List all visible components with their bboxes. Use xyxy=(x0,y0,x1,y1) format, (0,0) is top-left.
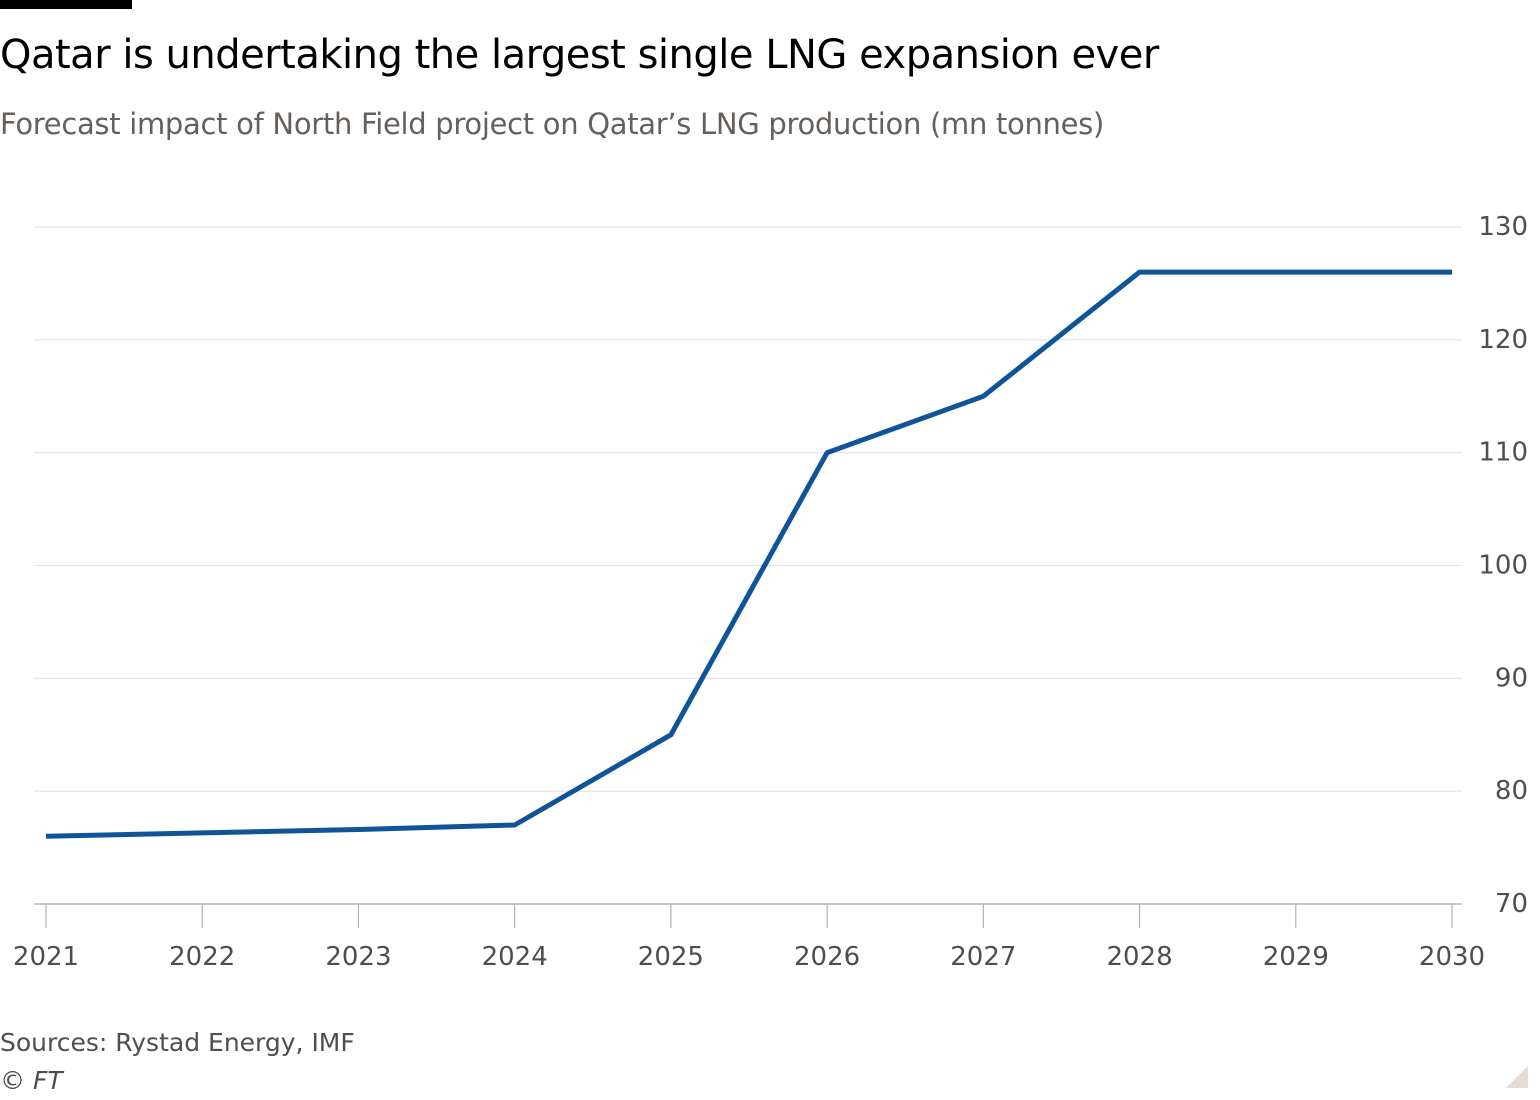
corner-fold-icon xyxy=(1506,1066,1528,1088)
y-axis: 70 80 90 100 110 120 130 xyxy=(1478,212,1528,919)
x-axis xyxy=(34,903,1462,928)
gridlines xyxy=(34,226,1462,792)
x-tick-label-2022: 2022 xyxy=(169,942,235,972)
data-point-2026 xyxy=(825,450,830,455)
copyright-note: © FT xyxy=(0,1066,63,1095)
data-point-2030 xyxy=(1450,270,1455,275)
x-tick-label-2021: 2021 xyxy=(13,942,79,972)
data-point-2021 xyxy=(44,834,49,839)
x-tick-label-2024: 2024 xyxy=(482,942,548,972)
brand-bar xyxy=(0,0,132,9)
x-tick-label-2028: 2028 xyxy=(1106,942,1172,972)
x-tick-label-2023: 2023 xyxy=(325,942,391,972)
chart-subtitle: Forecast impact of North Field project o… xyxy=(0,107,1104,141)
y-tick-label-110: 110 xyxy=(1478,438,1528,468)
y-tick-label-80: 80 xyxy=(1495,776,1528,806)
series-line-0 xyxy=(45,269,1452,839)
x-tick-label-2025: 2025 xyxy=(638,942,704,972)
y-tick-label-100: 100 xyxy=(1478,551,1528,581)
y-tick-label-70: 70 xyxy=(1495,889,1528,919)
data-point-2025 xyxy=(668,732,673,737)
source-note: Sources: Rystad Energy, IMF xyxy=(0,1028,355,1057)
x-axis-labels: 2021 2022 2023 2024 2025 2026 2027 2028 2029 2030 xyxy=(13,942,1485,972)
data-point-2028 xyxy=(1137,270,1142,275)
x-tick-label-2026: 2026 xyxy=(794,942,860,972)
x-tick-label-2027: 2027 xyxy=(950,942,1016,972)
y-tick-label-130: 130 xyxy=(1478,212,1528,242)
data-point-2027 xyxy=(981,394,986,399)
x-tick-label-2030: 2030 xyxy=(1419,942,1485,972)
series-layer xyxy=(44,269,1455,839)
chart-title: Qatar is undertaking the largest single … xyxy=(0,32,1159,78)
y-tick-label-90: 90 xyxy=(1495,663,1528,693)
y-tick-label-120: 120 xyxy=(1478,325,1528,355)
data-point-2022 xyxy=(200,830,205,835)
data-point-2029 xyxy=(1293,270,1298,275)
data-point-2024 xyxy=(512,823,517,828)
data-point-2023 xyxy=(356,827,361,832)
x-tick-label-2029: 2029 xyxy=(1263,942,1329,972)
